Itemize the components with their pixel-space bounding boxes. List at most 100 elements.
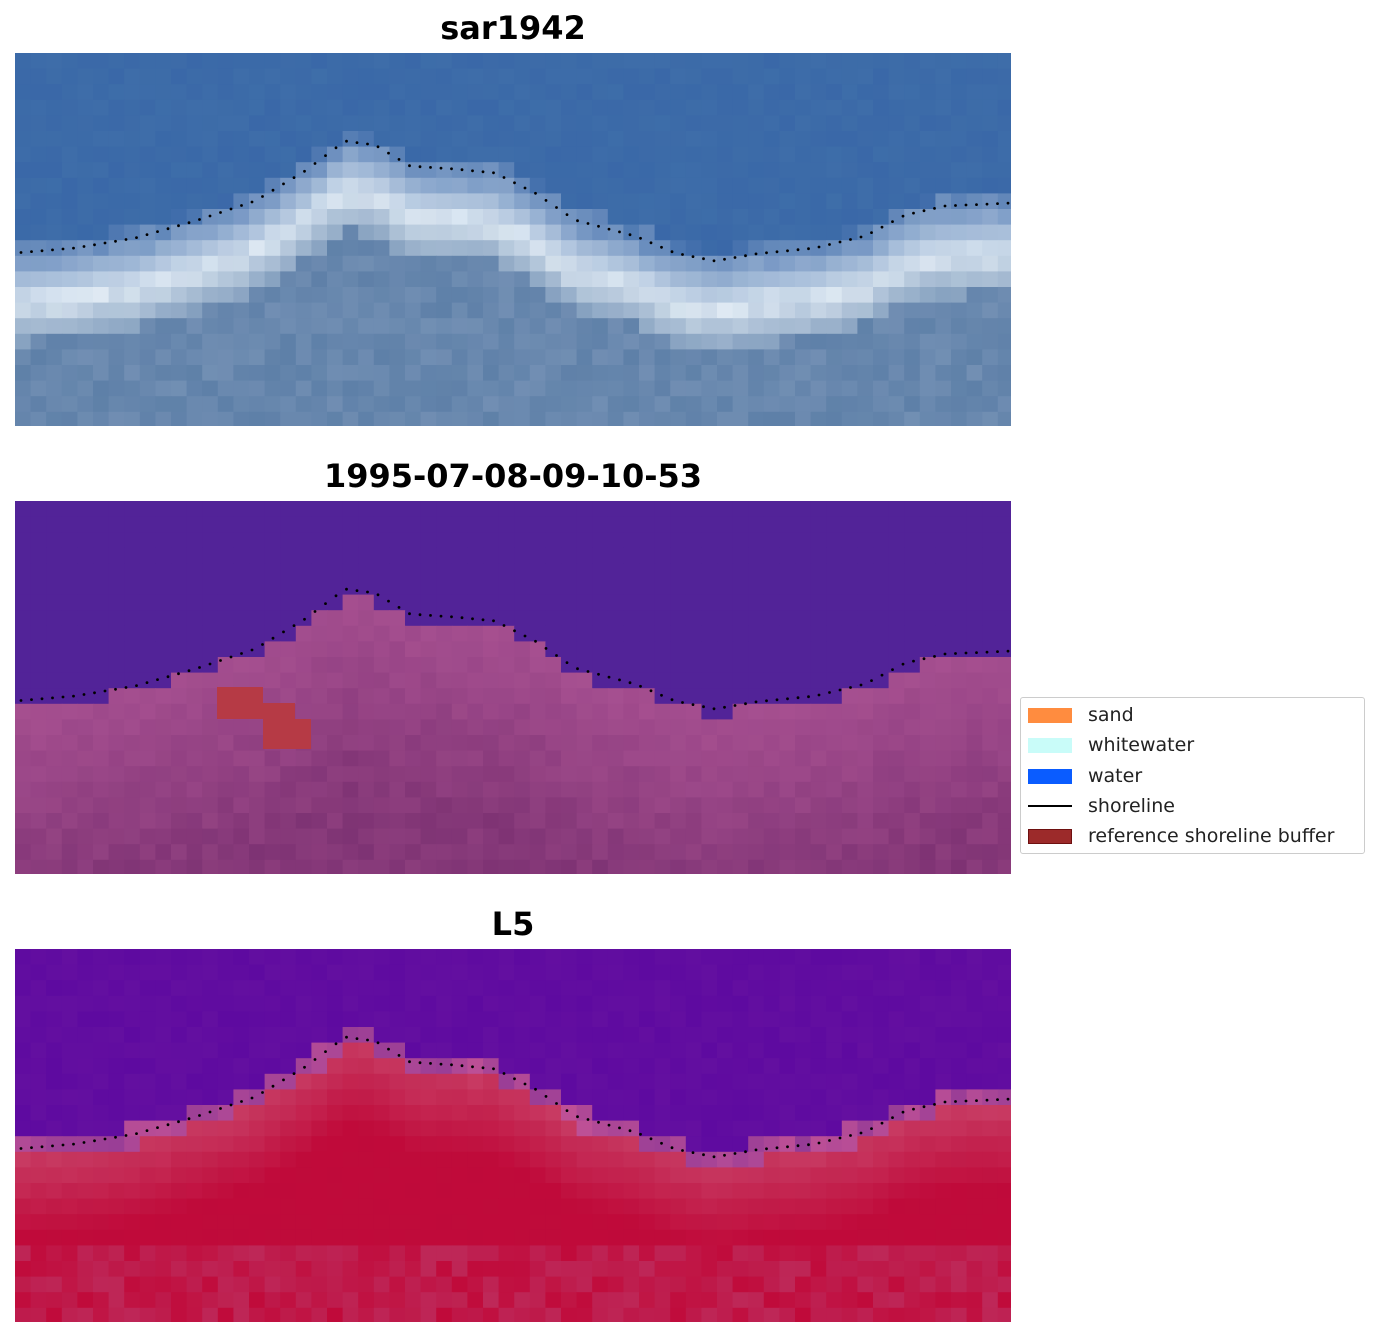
pixel-cell (405, 68, 422, 85)
pixel-cell (295, 516, 312, 533)
pixel-cell (280, 781, 297, 798)
pixel-cell (904, 1089, 921, 1106)
pixel-cell (373, 131, 390, 148)
pixel-cell (514, 1261, 531, 1278)
pixel-cell (30, 1151, 47, 1168)
pixel-cell (795, 797, 812, 814)
pixel-cell (545, 844, 562, 861)
pixel-cell (389, 396, 406, 413)
pixel-cell (670, 657, 687, 674)
pixel-cell (841, 1292, 858, 1309)
pixel-cell (264, 193, 281, 210)
pixel-cell (124, 1151, 141, 1168)
pixel-cell (61, 1089, 78, 1106)
pixel-cell (483, 411, 500, 426)
pixel-cell (607, 594, 624, 611)
pixel-cell (997, 949, 1011, 966)
pixel-cell (919, 84, 936, 101)
pixel-cell (545, 766, 562, 783)
pixel-cell (701, 501, 718, 518)
pixel-cell (264, 1198, 281, 1215)
pixel-cell (498, 411, 515, 426)
pixel-cell (295, 115, 312, 132)
pixel-cell (233, 657, 250, 674)
pixel-cell (763, 1167, 780, 1184)
pixel-cell (561, 1089, 578, 1106)
pixel-cell (529, 1011, 546, 1028)
pixel-cell (327, 1307, 344, 1322)
pixel-cell (467, 828, 484, 845)
pixel-cell (311, 396, 328, 413)
pixel-cell (389, 1105, 406, 1122)
pixel-cell (935, 703, 952, 720)
pixel-cell (997, 672, 1011, 689)
pixel-cell (919, 735, 936, 752)
shoreline-dot (1006, 201, 1010, 205)
pixel-cell (451, 68, 468, 85)
shoreline-dot (712, 259, 716, 263)
pixel-cell (514, 781, 531, 798)
pixel-cell (623, 162, 640, 179)
pixel-cell (217, 641, 234, 658)
pixel-cell (997, 1011, 1011, 1028)
pixel-cell (93, 610, 110, 627)
pixel-cell (61, 594, 78, 611)
pixel-cell (483, 1042, 500, 1059)
pixel-cell (327, 844, 344, 861)
pixel-cell (561, 1167, 578, 1184)
pixel-cell (732, 99, 749, 116)
pixel-cell (623, 1042, 640, 1059)
pixel-cell (732, 365, 749, 382)
pixel-cell (342, 209, 359, 226)
pixel-cell (217, 579, 234, 596)
pixel-cell (327, 240, 344, 257)
pixel-cell (171, 844, 188, 861)
pixel-cell (15, 516, 32, 533)
pixel-cell (888, 625, 905, 642)
pixel-cell (249, 501, 266, 518)
pixel-cell (748, 750, 765, 767)
pixel-cell (217, 766, 234, 783)
pixel-cell (483, 302, 500, 319)
pixel-cell (295, 1042, 312, 1059)
pixel-cell (561, 365, 578, 382)
pixel-cell (467, 333, 484, 350)
pixel-cell (639, 750, 656, 767)
pixel-cell (15, 828, 32, 845)
pixel-cell (951, 411, 968, 426)
pixel-cell (233, 333, 250, 350)
pixel-cell (389, 625, 406, 642)
pixel-cell (873, 980, 890, 997)
pixel-cell (389, 766, 406, 783)
pixel-cell (623, 84, 640, 101)
pixel-cell (358, 240, 375, 257)
pixel-cell (685, 547, 702, 564)
pixel-cell (514, 501, 531, 518)
pixel-cell (327, 271, 344, 288)
shoreline-dot (565, 1109, 569, 1112)
pixel-cell (233, 349, 250, 366)
pixel-cell (249, 411, 266, 426)
pixel-cell (654, 84, 671, 101)
pixel-cell (951, 828, 968, 845)
pixel-cell (841, 287, 858, 304)
pixel-cell (436, 579, 453, 596)
pixel-cell (233, 1183, 250, 1200)
pixel-cell (30, 349, 47, 366)
shoreline-dot (891, 1116, 894, 1119)
pixel-cell (904, 594, 921, 611)
pixel-cell (327, 1167, 344, 1184)
legend: sand whitewater water shoreline referenc… (1020, 697, 1365, 854)
legend-item-whitewater: whitewater (1028, 734, 1194, 756)
pixel-cell (685, 766, 702, 783)
pixel-cell (592, 1245, 609, 1262)
pixel-cell (46, 594, 63, 611)
pixel-cell (498, 84, 515, 101)
pixel-cell (264, 318, 281, 335)
pixel-cell (779, 271, 796, 288)
pixel-cell (186, 949, 203, 966)
pixel-cell (436, 333, 453, 350)
pixel-cell (155, 146, 172, 163)
pixel-cell (639, 146, 656, 163)
pixel-cell (264, 750, 281, 767)
